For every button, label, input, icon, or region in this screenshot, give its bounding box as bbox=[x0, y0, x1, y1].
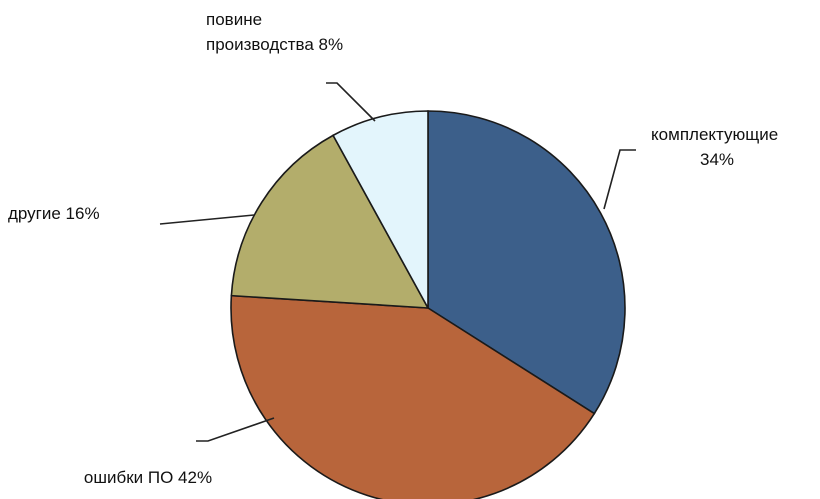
leader-line-komplektuyushchie bbox=[603, 149, 636, 210]
leader-line-povine-proizvodstva bbox=[326, 82, 376, 122]
data-label-povine-proizvodstva: повине производства 8% bbox=[206, 10, 343, 54]
pie-slice bbox=[230, 134, 430, 309]
pie-slice bbox=[427, 110, 626, 415]
data-label-drugie: другие 16% bbox=[8, 204, 100, 223]
pie-slices bbox=[230, 110, 626, 499]
pie-slice bbox=[332, 110, 429, 309]
data-label-oshibki-po-line-1: ошибки ПО 42% bbox=[84, 468, 212, 487]
data-label-povine-proizvodstva-line-1: повине bbox=[206, 10, 262, 29]
leader-line-oshibki-po bbox=[196, 417, 275, 442]
data-label-komplektuyushchie: комплектующие 34% bbox=[651, 125, 783, 169]
data-label-oshibki-po: ошибки ПО 42% bbox=[84, 468, 212, 487]
data-label-drugie-line-1: другие 16% bbox=[8, 204, 100, 223]
data-label-komplektuyushchie-line-1: комплектующие bbox=[651, 125, 778, 144]
data-label-povine-proizvodstva-line-2: производства 8% bbox=[206, 35, 343, 54]
data-label-komplektuyushchie-line-2: 34% bbox=[700, 150, 734, 169]
pie-slice bbox=[230, 294, 596, 499]
leader-line-drugie bbox=[159, 214, 255, 225]
